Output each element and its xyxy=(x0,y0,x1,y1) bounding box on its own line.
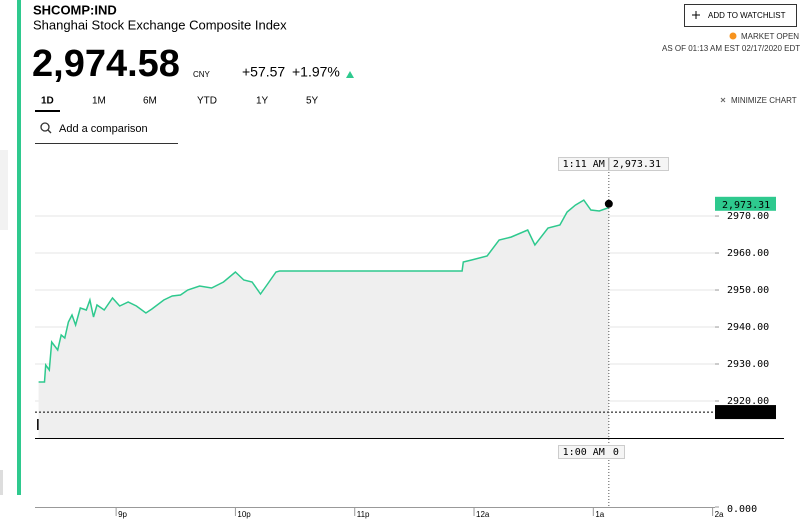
crosshair-value: 2,973.31 xyxy=(613,159,661,170)
crosshair-time: 1:11 AM xyxy=(563,159,605,170)
y-tick-label: 2950.00 xyxy=(727,285,769,296)
y-tick-label: 2960.00 xyxy=(727,248,769,259)
previous-close-box xyxy=(715,405,776,420)
index-name: Shanghai Stock Exchange Composite Index xyxy=(33,17,287,32)
tab[interactable]: 1D xyxy=(41,96,54,107)
y-tick-label: 2940.00 xyxy=(727,322,769,333)
x-tick-label: 10p xyxy=(237,510,251,519)
volume-crosshair-value: 0 xyxy=(613,447,619,458)
x-tick-label: 11p xyxy=(357,510,370,519)
accent-bar xyxy=(17,0,21,495)
tab[interactable]: 5Y xyxy=(306,96,319,107)
end-point xyxy=(604,199,613,208)
minimize-icon[interactable] xyxy=(720,97,726,103)
currency: CNY xyxy=(193,70,211,79)
watchlist-button[interactable]: ADD TO WATCHLIST xyxy=(684,4,797,27)
tab-underline xyxy=(35,110,60,112)
side-panel xyxy=(0,150,8,230)
volume-crosshair-box xyxy=(558,445,625,459)
plot: 2920.00 2930.00 2940.00 2950.00 2960.00 2970.… xyxy=(35,157,784,519)
minimize-chart[interactable]: MINIMIZE CHART xyxy=(731,96,797,105)
tab[interactable]: 1M xyxy=(92,96,106,107)
last-value-label: 2,973.31 xyxy=(722,200,770,211)
as-of: AS OF 01:13 AM EST 02/17/2020 EDT xyxy=(662,44,800,53)
tabs: 1D 1M 6M YTD 1Y 5Y xyxy=(41,96,319,107)
up-arrow xyxy=(346,71,354,78)
y-tick-label: 2920.00 xyxy=(727,396,769,407)
market-status: MARKET OPEN xyxy=(741,32,799,41)
price-line xyxy=(38,199,610,383)
price: 2,974.58 xyxy=(32,43,180,85)
plus-icon[interactable] xyxy=(692,11,700,19)
x-tick-label: 1a xyxy=(595,510,604,519)
crosshair-box xyxy=(558,157,669,171)
search-icon[interactable] xyxy=(40,122,50,132)
change-pct: +1.97% xyxy=(292,64,340,80)
symbol: SHCOMP:IND xyxy=(33,2,117,17)
x-tick-label: 2a xyxy=(715,510,724,519)
search-icon-handle[interactable] xyxy=(47,129,52,134)
volume-tick-label: 0.000 xyxy=(727,504,757,515)
x-tick-label: 9p xyxy=(118,510,127,519)
tab[interactable]: 6M xyxy=(143,96,157,107)
tab[interactable]: YTD xyxy=(197,96,217,107)
button-label[interactable]: ADD TO WATCHLIST xyxy=(708,11,786,20)
comparison-input[interactable]: Add a comparison xyxy=(59,123,148,135)
status-dot xyxy=(729,32,737,40)
side-panel-edge xyxy=(0,470,3,495)
y-tick-label: 2970.00 xyxy=(727,211,769,222)
last-value-box xyxy=(715,196,776,211)
volume-crosshair-time: 1:00 AM xyxy=(563,447,605,458)
area xyxy=(38,200,609,438)
y-tick-label: 2930.00 xyxy=(727,359,769,370)
previous-close-label: 2,917.01 xyxy=(722,408,770,419)
tab[interactable]: 1Y xyxy=(256,96,269,107)
button-frame[interactable] xyxy=(684,4,797,27)
x-tick-label: 12a xyxy=(476,510,490,519)
change: +57.57 xyxy=(242,64,285,80)
